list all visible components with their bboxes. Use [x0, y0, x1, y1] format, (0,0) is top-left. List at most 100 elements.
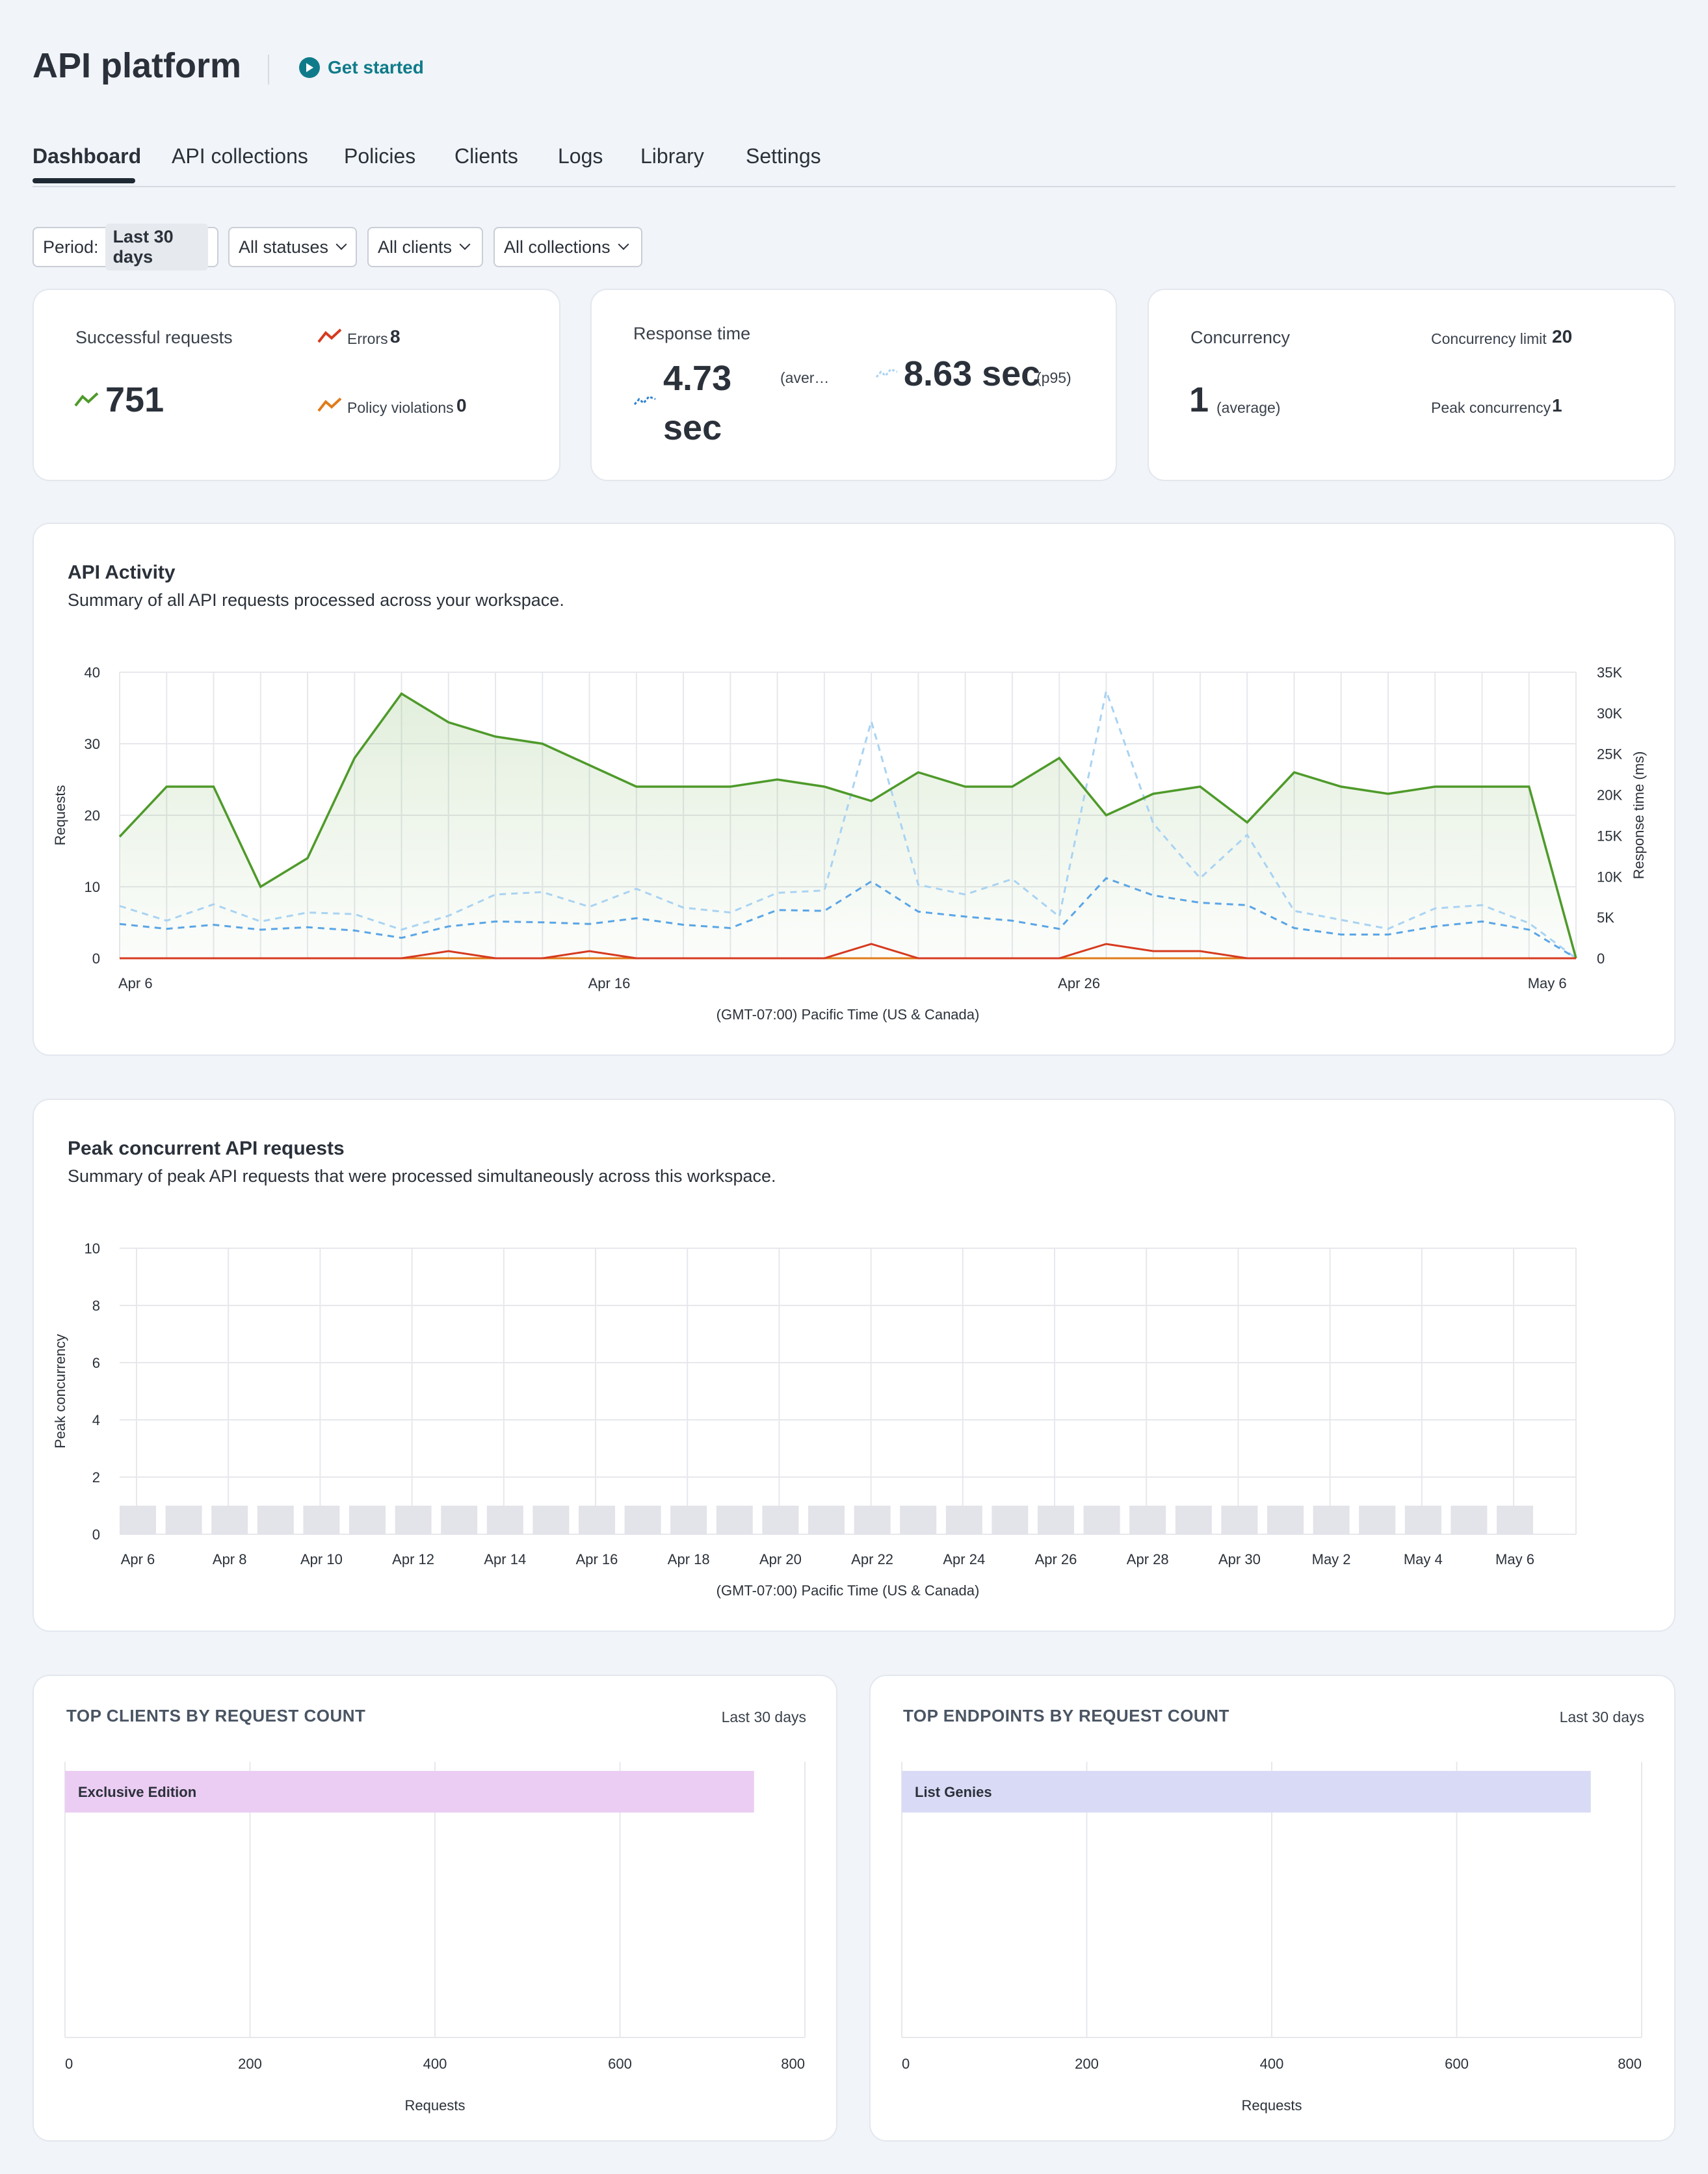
y-tick-label: 8	[92, 1298, 100, 1314]
concurrency-bar	[716, 1506, 753, 1534]
concurrency-label: Concurrency	[1190, 328, 1291, 347]
concurrency-bar	[1221, 1506, 1258, 1534]
concurrency-card: Concurrency 1 (average) Concurrency limi…	[1148, 289, 1675, 481]
x-tick-label: 0	[902, 2056, 910, 2072]
concurrency-bar	[808, 1506, 845, 1534]
y-tick-label: 10	[85, 879, 100, 895]
concurrency-bar	[900, 1506, 937, 1534]
concurrency-bar	[441, 1506, 478, 1534]
success-trend-icon	[74, 392, 99, 407]
page-title: API platform	[33, 46, 242, 85]
x-axis-title: (GMT-07:00) Pacific Time (US & Canada)	[716, 1582, 980, 1599]
tab-bar: Dashboard API collections Policies Clien…	[33, 144, 1675, 187]
concurrency-value: 1	[1189, 380, 1209, 419]
tab-logs[interactable]: Logs	[558, 144, 603, 168]
concurrency-bar	[854, 1506, 891, 1534]
tab-library[interactable]: Library	[640, 144, 704, 168]
period-label: Period:	[43, 237, 99, 257]
api-activity-chart: 0 10 20 30 40 0 5K 10K 15K 20K 25K 30K 35K Requests Re…	[52, 664, 1647, 1023]
chevron-down-icon	[618, 239, 629, 250]
concurrency-bar	[257, 1506, 294, 1534]
y2-tick-label: 30K	[1597, 705, 1622, 722]
concurrency-limit-label: Concurrency limit	[1431, 330, 1547, 347]
top-endpoints-chart: 0 200 400 600 800 List Genies Requests	[901, 1762, 1642, 2114]
concurrency-bar	[211, 1506, 248, 1534]
concurrency-bar	[1497, 1506, 1533, 1534]
tab-clients[interactable]: Clients	[454, 144, 518, 168]
request-bar	[65, 1771, 754, 1813]
x-tick-label: 600	[608, 2056, 632, 2072]
x-tick-label: Apr 26	[1058, 975, 1100, 991]
active-tab-indicator	[33, 178, 135, 183]
y-tick-label: 6	[92, 1355, 100, 1371]
top-endpoints-range: Last 30 days	[1559, 1709, 1644, 1725]
get-started-label: Get started	[328, 57, 424, 77]
clients-filter-label: All clients	[378, 237, 453, 257]
p95-response-icon	[875, 368, 898, 378]
period-filter[interactable]: Period: Last 30 days	[33, 224, 218, 270]
successful-requests-area	[120, 694, 1576, 958]
y-tick-label: 40	[85, 664, 100, 681]
concurrency-bar	[395, 1506, 432, 1534]
x-tick-label: May 6	[1528, 975, 1567, 991]
chevron-down-icon	[459, 239, 471, 250]
policy-violations-value: 0	[456, 395, 467, 415]
x-tick-label: Apr 6	[121, 1551, 155, 1567]
y2-tick-label: 20K	[1597, 787, 1622, 804]
p95-response-line	[119, 687, 1577, 960]
api-activity-card: API Activity Summary of all API requests…	[33, 523, 1675, 1056]
x-tick-label: 200	[238, 2056, 262, 2072]
avg-response-icon	[633, 395, 656, 405]
concurrency-suffix: (average)	[1216, 399, 1281, 416]
concurrency-limit-value: 20	[1552, 326, 1573, 347]
concurrency-bar	[1359, 1506, 1396, 1534]
peak-concurrency-title: Peak concurrent API requests	[68, 1138, 345, 1159]
x-tick-label: Apr 16	[588, 975, 631, 991]
x-axis-title: Requests	[1242, 2097, 1302, 2114]
y-tick-label: 20	[85, 807, 100, 824]
avg-response-value: 4.73 sec	[663, 354, 731, 452]
x-tick-label: Apr 18	[668, 1551, 710, 1567]
errors-value: 8	[390, 326, 401, 347]
concurrency-bar	[120, 1506, 156, 1534]
y2-tick-label: 35K	[1597, 664, 1622, 681]
avg-response-suffix: (aver…	[780, 369, 830, 386]
y2-tick-label: 25K	[1597, 746, 1622, 763]
x-tick-label: 400	[1260, 2056, 1284, 2072]
api-activity-subtitle: Summary of all API requests processed ac…	[68, 590, 564, 610]
peak-concurrency-label: Peak concurrency	[1431, 399, 1551, 416]
y-tick-label: 30	[85, 736, 100, 752]
collections-filter[interactable]: All collections	[493, 227, 642, 267]
p95-response-suffix: (p95)	[1036, 369, 1071, 386]
concurrency-bar	[532, 1506, 570, 1534]
concurrency-bar	[1267, 1506, 1304, 1534]
concurrency-bar	[992, 1506, 1029, 1534]
client-bar-label: Exclusive Edition	[78, 1784, 196, 1800]
y-tick-label: 10	[85, 1240, 100, 1257]
concurrency-bar	[1083, 1506, 1120, 1534]
status-filter[interactable]: All statuses	[228, 227, 357, 267]
x-tick-label: Apr 24	[943, 1551, 985, 1567]
x-tick-label: May 4	[1404, 1551, 1443, 1567]
collections-filter-label: All collections	[504, 237, 611, 257]
x-tick-label: Apr 10	[300, 1551, 343, 1567]
tab-dashboard[interactable]: Dashboard	[33, 144, 142, 168]
x-tick-label: 800	[1618, 2056, 1642, 2072]
top-clients-chart: 0 200 400 600 800 Exclusive Edition Requests	[64, 1762, 806, 2114]
play-icon	[299, 57, 320, 78]
tab-api-collections[interactable]: API collections	[172, 144, 308, 168]
clients-filter[interactable]: All clients	[367, 227, 483, 267]
x-axis-title: Requests	[405, 2097, 466, 2114]
concurrency-bar	[945, 1506, 982, 1534]
get-started-link[interactable]: Get started	[299, 57, 424, 78]
top-endpoints-card: TOP ENDPOINTS BY REQUEST COUNT Last 30 d…	[869, 1675, 1675, 2141]
concurrency-bar	[1313, 1506, 1350, 1534]
concurrency-bar	[1404, 1506, 1441, 1534]
tab-policies[interactable]: Policies	[344, 144, 416, 168]
endpoint-bar-label: List Genies	[915, 1784, 992, 1800]
y-tick-label: 2	[92, 1469, 100, 1486]
x-tick-label: Apr 30	[1218, 1551, 1261, 1567]
concurrency-bar	[486, 1506, 523, 1534]
status-filter-label: All statuses	[239, 237, 329, 257]
tab-settings[interactable]: Settings	[746, 144, 821, 168]
